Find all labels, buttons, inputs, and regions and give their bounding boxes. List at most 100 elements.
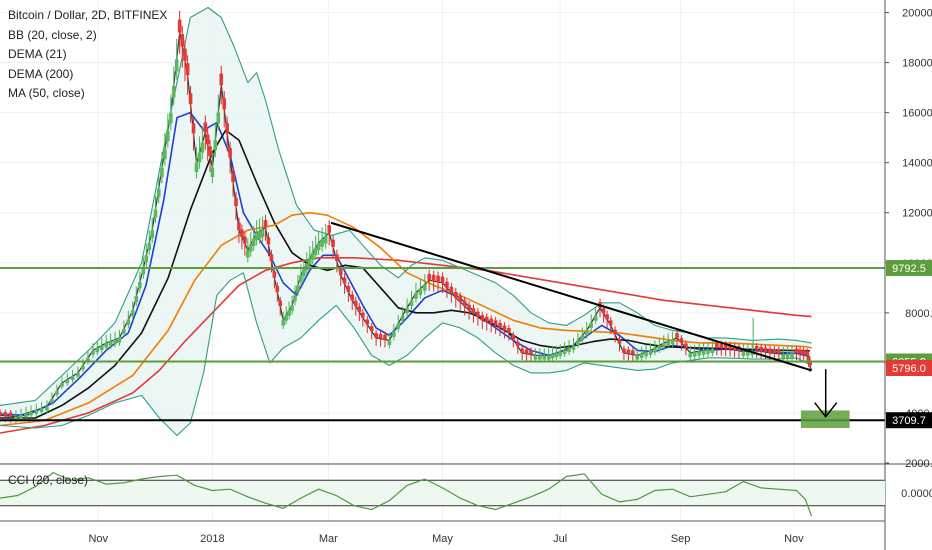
candle-body (254, 232, 259, 241)
chart-legend: Bitcoin / Dollar, 2D, BITFINEX BB (20, c… (8, 6, 167, 104)
candle-body (246, 250, 250, 258)
candle-body (29, 411, 33, 416)
candle-body (81, 365, 85, 370)
candle-body (719, 343, 724, 349)
price-tick-label: 16000.0 (902, 108, 932, 120)
candle-body (763, 347, 768, 353)
candle-body (688, 352, 693, 358)
candle-body (130, 310, 135, 316)
candle-body (8, 412, 13, 417)
candle-body (210, 167, 215, 178)
candle-body (684, 343, 688, 348)
candle-body (759, 346, 763, 352)
legend-symbol: Bitcoin / Dollar, 2D, BITFINEX (8, 8, 168, 22)
candle-body (383, 334, 387, 340)
time-tick-label: Mar (319, 533, 338, 545)
candle-body (515, 341, 520, 347)
candle-body (498, 322, 502, 328)
candle-body (180, 34, 185, 47)
candle-body (580, 335, 585, 341)
candle-body (257, 231, 262, 239)
candle-body (24, 413, 28, 418)
candle-body (493, 320, 498, 326)
candle-body (571, 345, 576, 350)
candle-body (374, 333, 378, 338)
candle-body (801, 350, 806, 355)
candle-body (449, 286, 454, 293)
candle-body (104, 342, 108, 348)
candle-body (567, 347, 571, 352)
candle-body (208, 146, 212, 157)
candle-body (772, 348, 777, 354)
candle-body (266, 237, 271, 245)
candle-body (710, 348, 715, 354)
candle-body (153, 209, 158, 218)
candle-body (205, 134, 210, 145)
candle-body (65, 379, 70, 384)
candle-body (584, 330, 589, 336)
candle-body (353, 300, 358, 307)
candle-body (91, 350, 95, 355)
candle-body (243, 236, 247, 244)
candle-body (45, 406, 49, 411)
candle-body (805, 351, 809, 356)
candle-body (365, 319, 370, 325)
candle-body (661, 342, 666, 348)
candle-body (150, 230, 155, 238)
candle-body (400, 315, 405, 321)
price-badge (886, 412, 932, 429)
candle-body (467, 304, 471, 311)
candle-body (171, 85, 176, 98)
candle-body (302, 269, 306, 277)
candle-body (798, 349, 802, 354)
candle-body (14, 416, 18, 421)
price-badge-label: 5796.0 (892, 363, 926, 375)
candle-body (396, 323, 401, 329)
time-tick-label: May (432, 533, 453, 545)
candle-body (630, 350, 635, 355)
candle-body (648, 350, 653, 355)
candle-body (113, 339, 117, 345)
candle-body (234, 197, 238, 207)
candle-body (666, 341, 670, 346)
candle-body (76, 372, 80, 377)
candle-body (34, 410, 39, 414)
candle-body (3, 412, 8, 416)
series-line-bb-lower (0, 272, 812, 437)
price-badge (886, 359, 932, 376)
candle-body (222, 98, 226, 110)
candle-body (511, 334, 516, 340)
series-line-dema-200 (0, 257, 812, 434)
candle-body (290, 305, 294, 311)
candle-body (675, 333, 679, 338)
candle-body (55, 390, 59, 395)
candle-body (794, 348, 799, 353)
candle-body (605, 314, 609, 320)
candle-body (191, 123, 196, 134)
candle-body (86, 357, 90, 363)
candle-body (108, 341, 113, 346)
candle-body (741, 351, 746, 356)
candle-body (524, 349, 529, 354)
candle-body (409, 300, 414, 307)
candle-body (542, 355, 547, 360)
candle-body (538, 355, 542, 360)
down-arrow-head (814, 402, 838, 418)
candle-body (70, 376, 75, 380)
candle-body (346, 286, 351, 292)
candle-body (476, 311, 480, 318)
candle-body (219, 73, 224, 86)
candle-body (248, 244, 253, 252)
candle-body (147, 242, 152, 251)
candle-body (589, 322, 593, 328)
candle-body (357, 306, 362, 313)
candle-body (601, 308, 606, 314)
candle-body (502, 325, 507, 331)
candle-body (342, 277, 347, 284)
candle-body (423, 284, 427, 291)
cci-value-label: 0.0000 (901, 488, 932, 500)
candle-body (335, 254, 339, 262)
candle-body (639, 353, 644, 359)
candle-body (697, 351, 701, 356)
